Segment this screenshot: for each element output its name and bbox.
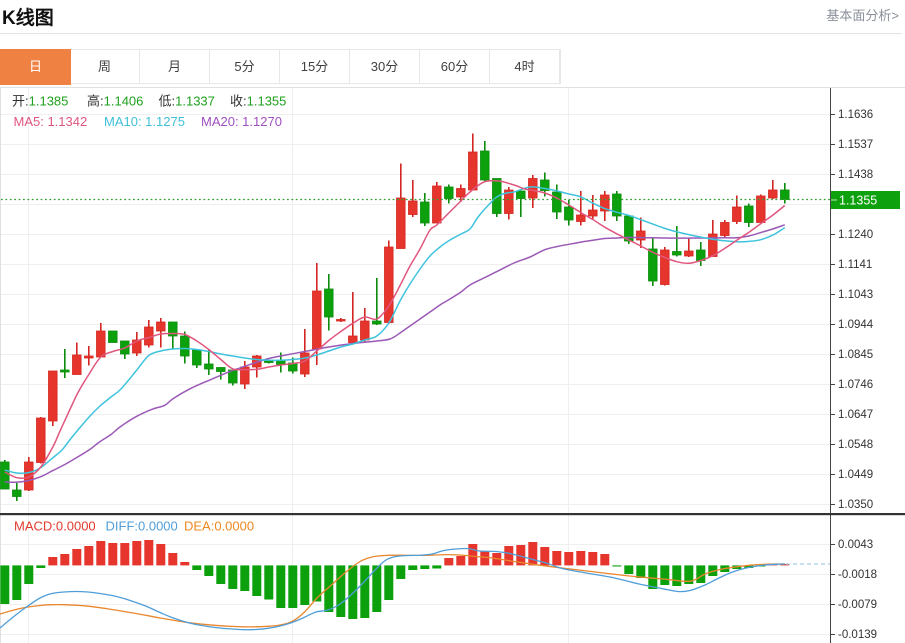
- svg-text:1.0350: 1.0350: [838, 499, 873, 511]
- svg-text:1.1355: 1.1355: [839, 194, 877, 208]
- svg-text:开:1.1385: 开:1.1385: [12, 94, 68, 109]
- svg-text:-0.0018: -0.0018: [838, 569, 877, 581]
- svg-text:1.0449: 1.0449: [838, 469, 873, 481]
- svg-text:1.1537: 1.1537: [838, 139, 873, 151]
- svg-text:MA20: 1.1270: MA20: 1.1270: [201, 114, 282, 129]
- svg-text:1.1438: 1.1438: [838, 169, 873, 181]
- svg-text:1.0647: 1.0647: [838, 409, 873, 421]
- svg-text:低:1.1337: 低:1.1337: [159, 94, 215, 109]
- svg-text:1.1636: 1.1636: [838, 109, 873, 121]
- svg-text:-0.0079: -0.0079: [838, 599, 877, 611]
- svg-text:1.0944: 1.0944: [838, 319, 874, 331]
- svg-text:MA5: 1.1342: MA5: 1.1342: [14, 114, 88, 129]
- svg-text:1.1043: 1.1043: [838, 289, 873, 301]
- svg-text:0.0043: 0.0043: [838, 539, 873, 551]
- svg-text:MACD:0.0000: MACD:0.0000: [14, 519, 96, 534]
- svg-text:1.1240: 1.1240: [838, 229, 873, 241]
- svg-text:1.1141: 1.1141: [838, 259, 872, 271]
- svg-text:DEA:0.0000: DEA:0.0000: [184, 519, 254, 534]
- svg-text:MA10: 1.1275: MA10: 1.1275: [104, 114, 185, 129]
- svg-text:收:1.1355: 收:1.1355: [230, 94, 286, 109]
- svg-text:高:1.1406: 高:1.1406: [87, 94, 143, 109]
- svg-text:DIFF:0.0000: DIFF:0.0000: [106, 519, 178, 534]
- svg-text:1.0746: 1.0746: [838, 379, 873, 391]
- svg-text:1.0548: 1.0548: [838, 439, 873, 451]
- svg-text:1.0845: 1.0845: [838, 349, 873, 361]
- svg-text:-0.0139: -0.0139: [838, 629, 877, 641]
